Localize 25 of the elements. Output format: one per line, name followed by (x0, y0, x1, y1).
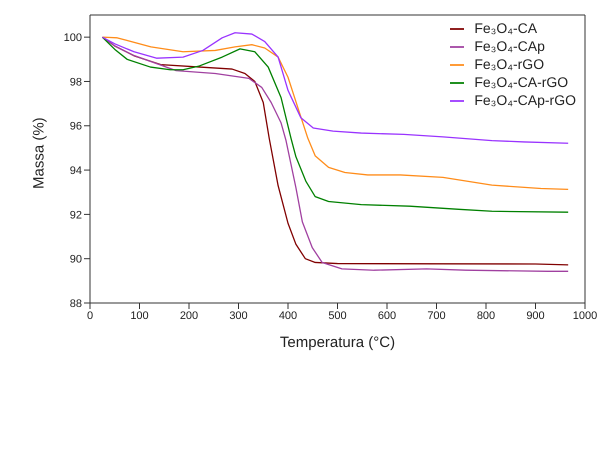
legend-label: Fe₃O₄-rGO (474, 56, 544, 72)
x-tick-label: 1000 (572, 310, 598, 322)
legend-label: Fe₃O₄-CA (474, 20, 538, 36)
x-tick-label: 200 (180, 310, 198, 322)
x-tick-label: 800 (476, 310, 496, 322)
legend-label: Fe₃O₄-CAp-rGO (474, 92, 576, 108)
x-tick-label: 600 (378, 310, 396, 322)
y-tick-label: 96 (70, 120, 82, 133)
x-axis-title: Temperatura (°C) (280, 334, 396, 351)
x-tick-label: 900 (526, 310, 545, 322)
y-tick-label: 90 (70, 254, 82, 266)
y-tick-label: 100 (64, 32, 82, 44)
legend-label: Fe₃O₄-CAp (474, 38, 545, 54)
y-tick-label: 88 (70, 298, 82, 310)
y-tick-label: 94 (70, 164, 82, 177)
x-tick-label: 500 (328, 310, 347, 322)
y-tick-label: 98 (70, 76, 82, 88)
x-tick-label: 700 (427, 310, 446, 322)
x-tick-label: 300 (229, 310, 248, 322)
x-tick-label: 400 (278, 310, 298, 322)
y-axis-title: Massa (%) (30, 117, 48, 189)
legend-label: Fe₃O₄-CA-rGO (474, 74, 568, 90)
x-tick-label: 0 (86, 310, 94, 322)
y-tick-label: 92 (70, 209, 82, 222)
x-tick-label: 100 (130, 310, 149, 322)
